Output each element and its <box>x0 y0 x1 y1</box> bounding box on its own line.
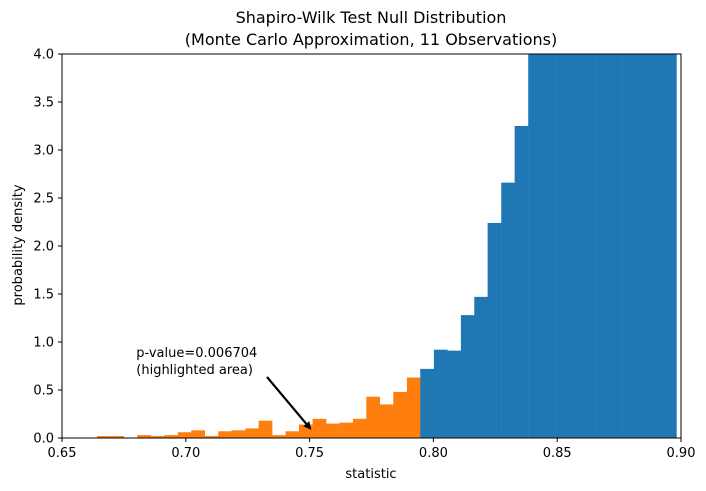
annotation-text: p-value=0.006704 <box>136 346 257 361</box>
x-tick-label: 0.90 <box>667 446 696 461</box>
y-tick-label: 0.0 <box>33 432 54 447</box>
x-tick-label: 0.85 <box>543 446 572 461</box>
histogram-bar <box>447 350 462 438</box>
histogram-bar <box>635 54 650 438</box>
histogram-bar <box>581 54 596 438</box>
histogram-bar <box>501 182 516 438</box>
histogram-bar <box>555 54 569 438</box>
y-tick-label: 1.0 <box>33 336 54 351</box>
histogram-bar <box>191 430 206 438</box>
histogram-bar <box>272 435 286 438</box>
histogram-bar <box>406 377 421 438</box>
x-tick-label: 0.70 <box>171 446 200 461</box>
histogram-bar <box>164 435 179 438</box>
x-axis-label: statistic <box>345 467 396 482</box>
histogram-bar <box>474 296 489 438</box>
annotation-text: (highlighted area) <box>136 363 253 378</box>
histogram-bar <box>96 436 111 438</box>
histogram-bar <box>352 418 367 438</box>
histogram-bar <box>487 222 502 438</box>
x-tick-label: 0.80 <box>419 446 448 461</box>
histogram-bar <box>298 424 313 438</box>
annotation: p-value=0.006704 (highlighted area) <box>136 346 312 430</box>
x-tick-label: 0.75 <box>295 446 324 461</box>
y-tick-label: 3.0 <box>33 144 54 159</box>
histogram-bar <box>150 436 165 438</box>
histogram-bar <box>662 54 677 438</box>
histogram-bar <box>528 54 543 438</box>
histogram-bar <box>339 422 354 438</box>
histogram-bar <box>245 428 259 438</box>
histogram-bar <box>420 368 435 438</box>
annotation-arrow <box>266 376 312 430</box>
histogram-bar <box>312 418 327 438</box>
histogram-bar <box>204 436 219 438</box>
y-tick-label: 0.5 <box>33 384 54 399</box>
histogram-bar <box>608 54 623 438</box>
histogram-bar <box>231 430 246 438</box>
histogram-bar <box>379 404 394 438</box>
histogram-bar <box>366 396 381 438</box>
chart-title: Shapiro-Wilk Test Null Distribution <box>236 8 507 27</box>
y-tick-label: 2.5 <box>33 192 54 207</box>
histogram-bar <box>393 391 408 438</box>
y-tick-label: 3.5 <box>33 96 54 111</box>
histogram-bar <box>177 432 192 438</box>
histogram-bar <box>568 54 583 438</box>
histogram-bar <box>622 54 637 438</box>
x-tick-label: 0.65 <box>48 446 77 461</box>
y-axis-label: probability density <box>11 184 26 305</box>
y-tick-label: 4.0 <box>33 48 54 63</box>
histogram-bar <box>649 54 664 438</box>
histogram-bar <box>541 54 556 438</box>
y-tick-label: 1.5 <box>33 288 54 303</box>
histogram-bar <box>137 435 152 438</box>
histogram-bar <box>514 126 529 438</box>
histogram-bar <box>218 431 233 438</box>
histogram-bar <box>110 436 125 438</box>
axes: 0.65 0.70 0.75 0.80 0.85 0.90 0.0 0.5 1.0 1.5 2.0 2… <box>33 48 695 462</box>
histogram-bar <box>285 431 300 438</box>
histogram-bar <box>258 420 273 438</box>
histogram-bar <box>433 349 448 438</box>
histogram-bars <box>96 54 677 438</box>
histogram-bar <box>595 54 610 438</box>
histogram-bar <box>325 423 340 438</box>
y-tick-label: 2.0 <box>33 240 54 255</box>
histogram-bar <box>460 315 475 438</box>
chart-subtitle: (Monte Carlo Approximation, 11 Observati… <box>185 30 557 49</box>
